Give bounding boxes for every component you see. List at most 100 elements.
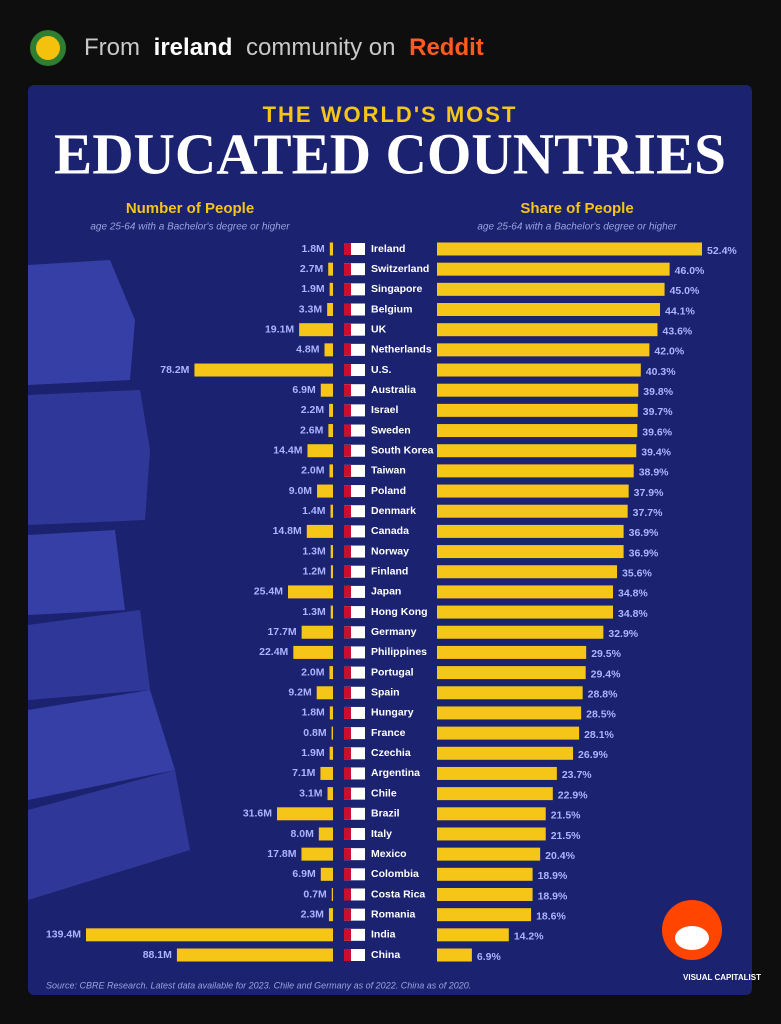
value-label: 18.6%	[536, 910, 566, 922]
bar	[437, 625, 604, 639]
flag-stripe	[344, 868, 351, 881]
value-label: 22.9%	[558, 789, 588, 801]
flag-stripe	[344, 706, 351, 719]
chart-title: THE WORLD'S MOST	[263, 102, 518, 127]
value-label: 78.2M	[160, 364, 189, 376]
brand: VISUAL CAPITALIST	[683, 973, 761, 982]
community-link[interactable]: ireland	[154, 34, 233, 61]
value-label: 3.1M	[299, 787, 323, 799]
value-label: 17.7M	[267, 626, 296, 638]
bar	[307, 444, 333, 458]
value-label: 31.6M	[243, 808, 272, 820]
category-label: UK	[371, 323, 387, 335]
value-label: 2.0M	[301, 666, 325, 678]
category-label: India	[371, 929, 396, 941]
bar	[277, 807, 333, 821]
flag-stripe	[344, 424, 351, 437]
category-label: China	[371, 949, 400, 961]
category-label: Finland	[371, 566, 408, 578]
site-link[interactable]: Reddit	[409, 34, 484, 61]
category-label: Colombia	[371, 868, 419, 880]
flag-stripe	[344, 767, 351, 780]
flag-stripe	[344, 848, 351, 861]
flag-stripe	[344, 343, 351, 356]
source-note: Source: CBRE Research. Latest data avail…	[46, 980, 471, 990]
header-middle: community on	[246, 34, 395, 61]
flag-stripe	[344, 545, 351, 558]
bar	[329, 706, 333, 720]
category-label: Germany	[371, 626, 417, 638]
bar	[437, 303, 661, 317]
bar	[437, 787, 553, 801]
category-label: Australia	[371, 384, 416, 396]
value-label: 1.8M	[301, 243, 325, 255]
bar	[437, 928, 509, 942]
category-label: Hong Kong	[371, 606, 428, 618]
value-label: 21.5%	[551, 810, 581, 822]
value-label: 22.4M	[259, 646, 288, 658]
flag-stripe	[344, 686, 351, 699]
bar	[293, 645, 333, 659]
bar	[437, 827, 546, 841]
value-label: 29.4%	[591, 668, 621, 680]
value-label: 46.0%	[675, 265, 705, 277]
bar	[330, 605, 333, 619]
bar	[437, 262, 670, 276]
bar	[437, 323, 658, 337]
bar	[437, 585, 613, 599]
category-label: Romania	[371, 908, 416, 920]
flag-stripe	[344, 243, 351, 255]
category-label: Sweden	[371, 424, 411, 436]
flag-stripe	[344, 827, 351, 840]
category-label: Czechia	[371, 747, 411, 759]
category-label: Mexico	[371, 848, 407, 860]
value-label: 6.9M	[292, 868, 316, 880]
category-label: U.S.	[371, 364, 392, 376]
flag-stripe	[344, 505, 351, 518]
flag-stripe	[344, 323, 351, 336]
value-label: 42.0%	[654, 346, 684, 358]
bar	[328, 908, 333, 922]
bar	[317, 484, 333, 498]
flag-stripe	[344, 908, 351, 921]
category-label: Switzerland	[371, 263, 429, 275]
flag-stripe	[344, 949, 351, 961]
value-label: 36.9%	[629, 547, 659, 559]
bar	[437, 242, 702, 256]
bar	[329, 242, 333, 256]
bar	[306, 524, 333, 538]
flag-stripe	[344, 565, 351, 578]
value-label: 28.5%	[586, 709, 616, 721]
flag-stripe	[344, 787, 351, 800]
value-label: 14.2%	[514, 931, 544, 943]
value-label: 29.5%	[591, 648, 621, 660]
bar	[437, 726, 580, 740]
value-label: 9.0M	[289, 485, 313, 497]
flag-stripe	[344, 606, 351, 619]
value-label: 1.9M	[301, 747, 325, 759]
category-label: Italy	[371, 828, 392, 840]
category-label: Norway	[371, 545, 409, 557]
category-label: Poland	[371, 485, 406, 497]
bar	[331, 726, 333, 740]
bar	[320, 867, 333, 881]
value-label: 25.4M	[254, 586, 283, 598]
value-label: 7.1M	[292, 767, 316, 779]
flag-stripe	[344, 485, 351, 498]
value-label: 39.4%	[641, 446, 671, 458]
value-label: 45.0%	[670, 285, 700, 297]
value-label: 44.1%	[665, 305, 695, 317]
bar	[437, 766, 557, 780]
bar	[437, 746, 574, 760]
flag-stripe	[344, 464, 351, 477]
bar	[330, 565, 333, 579]
value-label: 2.0M	[301, 465, 325, 477]
bar	[318, 827, 333, 841]
category-label: Chile	[371, 787, 397, 799]
value-label: 38.9%	[639, 467, 669, 479]
bar	[437, 847, 541, 861]
value-label: 1.2M	[303, 566, 327, 578]
value-label: 28.1%	[584, 729, 614, 741]
bar	[316, 686, 333, 700]
bar	[194, 363, 333, 377]
